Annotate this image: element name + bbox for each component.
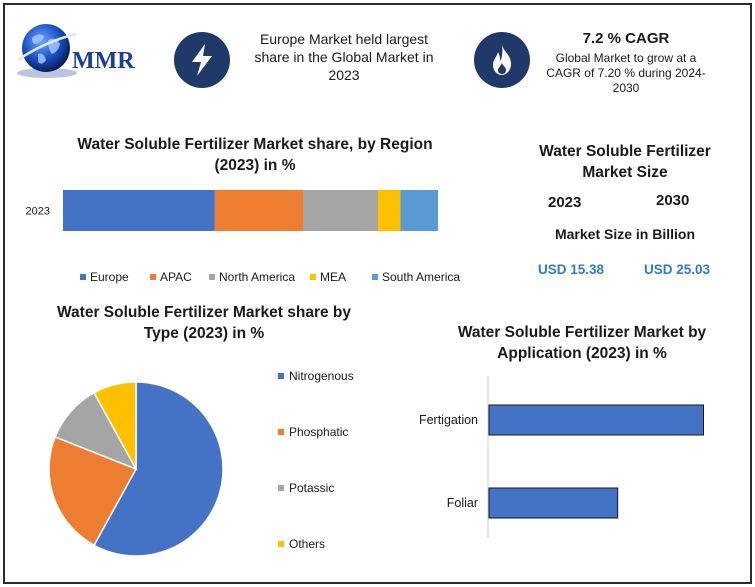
flame-icon [493, 45, 511, 75]
market-size-unit-label: Market Size in Billion [554, 226, 696, 242]
cagr-line-1: Global Market to grow at a [555, 51, 697, 65]
market-value-2030: USD 25.03 [644, 262, 711, 277]
region-chart-title: Water Soluble Fertilizer Market share, b… [40, 134, 470, 176]
europe-share-line-3: 2023 [328, 67, 360, 83]
legend-label-europe: Europe [90, 270, 129, 284]
region-category-label: 2023 [26, 206, 50, 218]
lightning-icon-badge [174, 32, 230, 88]
region-bar-segment-mea [378, 190, 401, 231]
legend-label-mea: MEA [320, 270, 346, 284]
region-title-line-1: Water Soluble Fertilizer Market share, b… [77, 136, 433, 153]
application-category-fertigation: Fertigation [419, 413, 478, 427]
year-2030-label: 2030 [656, 192, 690, 209]
europe-share-line-2: share in the Global Market in [254, 49, 434, 65]
legend-label-south-america: South America [382, 270, 460, 284]
pie-legend-label-others: Others [289, 537, 326, 551]
type-title-line-1: Water Soluble Fertilizer Market share by [56, 304, 351, 321]
pie-slice-others [93, 381, 137, 470]
flame-icon-badge [474, 32, 530, 88]
pie-legend-swatch-others [278, 541, 284, 547]
type-pie-legend: Nitrogenous Phosphatic Potassic Others [278, 366, 388, 566]
region-bar-segment-europe [63, 190, 215, 231]
type-title-line-2: Type (2023) in % [143, 325, 265, 342]
type-pie-chart [48, 381, 224, 557]
pie-slice-nitrogenous [93, 381, 224, 557]
brand-logo-text: MMR [72, 48, 135, 74]
europe-share-text: Europe Market held largest share in the … [240, 30, 448, 84]
application-bar-fertigation [488, 404, 704, 436]
pie-legend-item-nitrogenous: Nitrogenous [278, 369, 354, 383]
market-value-2023: USD 15.38 [538, 262, 605, 277]
europe-share-line-1: Europe Market held largest [259, 31, 429, 47]
application-bar-foliar [488, 487, 619, 519]
pie-legend-item-potassic: Potassic [278, 481, 334, 495]
year-2023-label: 2023 [548, 194, 582, 211]
pie-legend-item-phosphatic: Phosphatic [278, 425, 348, 439]
legend-swatch-europe [80, 274, 86, 280]
region-stacked-bar-chart: 2023 Europe APAC North America MEA South Amer… [26, 190, 460, 284]
cagr-description: Global Market to grow at a CAGR of 7.20 … [540, 51, 712, 96]
region-bar-segment-north-america [303, 190, 378, 231]
pie-legend-item-others: Others [278, 537, 325, 551]
region-bar-segment-apac [214, 190, 303, 231]
pie-legend-swatch-phosphatic [278, 429, 284, 435]
lightning-icon [192, 44, 212, 76]
market-size-title-line-1: Water Soluble Fertilizer [539, 143, 711, 160]
legend-swatch-mea [310, 274, 316, 280]
globe-logo-icon [17, 24, 77, 78]
region-title-line-2: (2023) in % [214, 157, 296, 174]
pie-slice-phosphatic [48, 435, 138, 547]
cagr-line-3: 2030 [612, 81, 640, 95]
market-size-title: Water Soluble Fertilizer Market Size [518, 141, 732, 183]
pie-legend-label-nitrogenous: Nitrogenous [289, 369, 354, 383]
legend-swatch-north-america [209, 274, 215, 280]
market-size-title-line-2: Market Size [582, 164, 668, 181]
type-chart-title: Water Soluble Fertilizer Market share by… [34, 302, 374, 344]
region-bar-segment-south-america [400, 190, 438, 231]
legend-swatch-south-america [372, 274, 378, 280]
pie-legend-swatch-potassic [278, 485, 284, 491]
application-chart-title: Water Soluble Fertilizer Market by Appli… [432, 322, 732, 364]
application-category-foliar: Foliar [447, 496, 478, 510]
legend-label-north-america: North America [219, 270, 295, 284]
cagr-title: 7.2 % CAGR [582, 30, 670, 47]
cagr-line-2: CAGR of 7.20 % during 2024- [546, 66, 706, 80]
application-title-line-2: Application (2023) in % [497, 345, 667, 362]
pie-legend-label-phosphatic: Phosphatic [289, 425, 349, 439]
pie-legend-swatch-nitrogenous [278, 373, 284, 379]
application-title-line-1: Water Soluble Fertilizer Market by [457, 324, 707, 341]
application-bar-chart: Fertigation Foliar [419, 376, 704, 538]
legend-swatch-apac [150, 274, 156, 280]
legend-label-apac: APAC [160, 270, 192, 284]
pie-legend-label-potassic: Potassic [289, 481, 335, 495]
